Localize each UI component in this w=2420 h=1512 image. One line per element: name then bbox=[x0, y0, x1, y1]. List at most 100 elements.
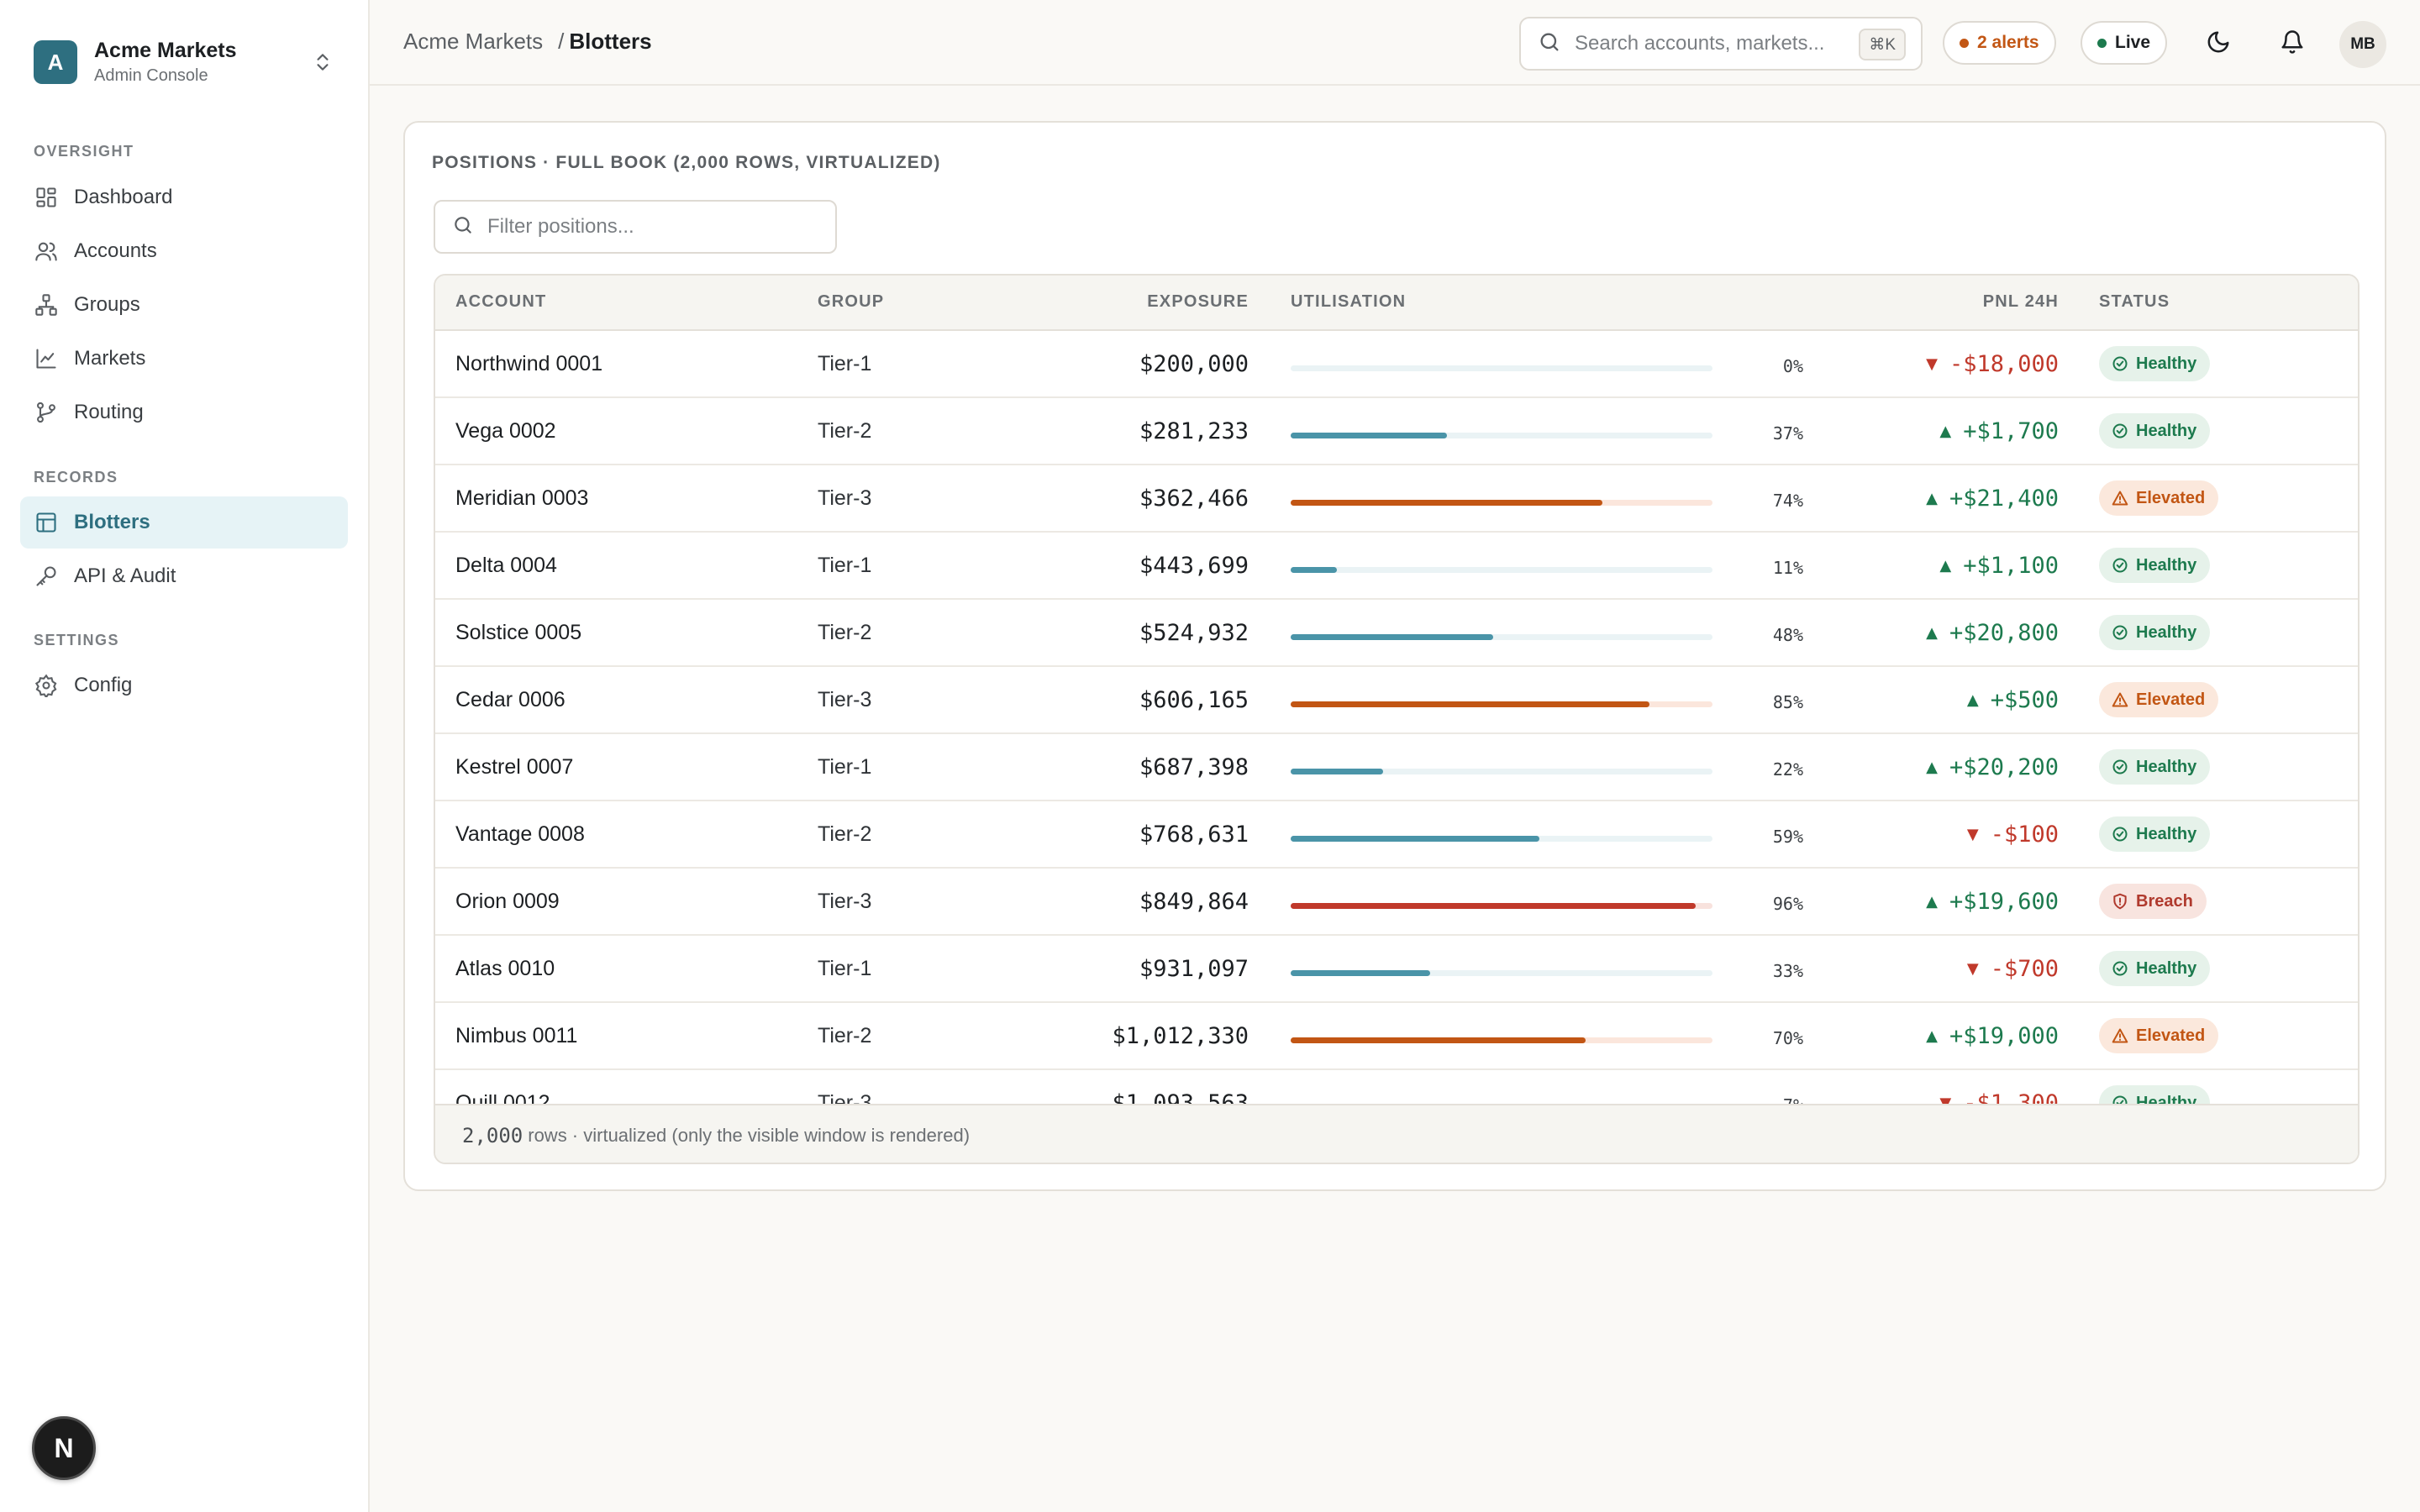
account-cell[interactable]: Meridian 0003 bbox=[455, 486, 589, 510]
sidebar-item-blotters[interactable]: Blotters bbox=[20, 496, 348, 549]
global-search-input[interactable]: Search accounts, markets... ⌘K bbox=[1519, 17, 1923, 71]
column-header-utilisation[interactable]: UTILISATION bbox=[1291, 292, 1407, 311]
row-count: 2,000 bbox=[462, 1124, 523, 1147]
table-row[interactable]: Meridian 0003 Tier-3 $362,466 74% ▲ +$21,400 E… bbox=[435, 465, 2358, 533]
footer-note: rows · virtualized (only the visible win… bbox=[528, 1125, 971, 1146]
exposure-cell: $768,631 bbox=[1139, 821, 1249, 848]
utilisation-bar-fill bbox=[1291, 567, 1338, 573]
notifications-button[interactable] bbox=[2272, 24, 2312, 64]
search-shortcut-hint: ⌘K bbox=[1859, 29, 1906, 60]
pnl-value: +$19,600 bbox=[1949, 888, 2059, 915]
status-cell: Elevated bbox=[2099, 667, 2219, 732]
group-cell: Tier-2 bbox=[818, 620, 872, 644]
workspace-switcher[interactable]: A Acme Markets Admin Console bbox=[34, 39, 336, 86]
search-placeholder: Search accounts, markets... bbox=[1575, 32, 1825, 55]
account-cell[interactable]: Vega 0002 bbox=[455, 418, 556, 443]
utilisation-percent: 37% bbox=[1772, 423, 1803, 444]
table-row[interactable]: Quill 0012 Tier-3 $1,093,563 7% ▼ -$1,300 Heal… bbox=[435, 1070, 2358, 1104]
table-footer: 2,000 rows · virtualized (only the visib… bbox=[435, 1104, 2358, 1163]
status-badge: Breach bbox=[2099, 884, 2207, 919]
status-badge: Healthy bbox=[2099, 816, 2211, 852]
table-row[interactable]: Delta 0004 Tier-1 $443,699 11% ▲ +$1,100 Healt… bbox=[435, 533, 2358, 600]
utilisation-bar bbox=[1291, 836, 1712, 842]
account-cell[interactable]: Cedar 0006 bbox=[455, 687, 566, 711]
pnl-value: +$20,800 bbox=[1949, 619, 2059, 646]
table-row[interactable]: Cedar 0006 Tier-3 $606,165 85% ▲ +$500 Elevate… bbox=[435, 667, 2358, 734]
status-cell: Elevated bbox=[2099, 465, 2219, 531]
exposure-cell: $200,000 bbox=[1139, 350, 1249, 377]
column-header-exposure[interactable]: EXPOSURE bbox=[1147, 292, 1249, 311]
utilisation-bar bbox=[1291, 634, 1712, 640]
status-badge: Healthy bbox=[2099, 1085, 2211, 1104]
table-row[interactable]: Solstice 0005 Tier-2 $524,932 48% ▲ +$20,800 H… bbox=[435, 600, 2358, 667]
status-cell: Healthy bbox=[2099, 398, 2211, 464]
table-row[interactable]: Northwind 0001 Tier-1 $200,000 0% ▼ -$18,000 H… bbox=[435, 331, 2358, 398]
sidebar-item-config[interactable]: Config bbox=[20, 659, 348, 711]
utilisation-percent: 70% bbox=[1772, 1028, 1803, 1048]
account-cell[interactable]: Northwind 0001 bbox=[455, 351, 603, 375]
sidebar-item-api-audit[interactable]: API & Audit bbox=[20, 550, 348, 602]
git-branch-icon bbox=[34, 400, 59, 425]
warning-triangle-icon bbox=[2111, 1026, 2129, 1045]
table-row[interactable]: Kestrel 0007 Tier-1 $687,398 22% ▲ +$20,200 He… bbox=[435, 734, 2358, 801]
status-label: Healthy bbox=[2136, 757, 2197, 776]
group-cell: Tier-3 bbox=[818, 687, 872, 711]
arrow-up-icon: ▲ bbox=[1926, 1026, 1938, 1045]
arrow-down-icon: ▼ bbox=[1926, 354, 1938, 373]
table-row[interactable]: Orion 0009 Tier-3 $849,864 96% ▲ +$19,600 Brea… bbox=[435, 869, 2358, 936]
table-row[interactable]: Nimbus 0011 Tier-2 $1,012,330 70% ▲ +$19,000 E… bbox=[435, 1003, 2358, 1070]
sidebar-item-markets[interactable]: Markets bbox=[20, 333, 348, 385]
alerts-label: 2 alerts bbox=[1977, 33, 2039, 52]
column-header-status[interactable]: STATUS bbox=[2099, 292, 2170, 311]
column-header-group[interactable]: GROUP bbox=[818, 292, 885, 311]
live-status-pill[interactable]: Live bbox=[2081, 21, 2168, 65]
account-cell[interactable]: Atlas 0010 bbox=[455, 956, 555, 980]
account-cell[interactable]: Vantage 0008 bbox=[455, 822, 585, 846]
utilisation-bar bbox=[1291, 567, 1712, 573]
column-header-account[interactable]: ACCOUNT bbox=[455, 292, 547, 311]
exposure-cell: $931,097 bbox=[1139, 955, 1249, 982]
theme-toggle-button[interactable] bbox=[2198, 24, 2238, 64]
table-row[interactable]: Atlas 0010 Tier-1 $931,097 33% ▼ -$700 Healthy bbox=[435, 936, 2358, 1003]
status-badge: Elevated bbox=[2099, 1018, 2219, 1053]
account-cell[interactable]: Orion 0009 bbox=[455, 889, 560, 913]
sidebar-item-groups[interactable]: Groups bbox=[20, 279, 348, 331]
utilisation-cell: 85% bbox=[1291, 667, 1803, 732]
arrow-up-icon: ▲ bbox=[1926, 892, 1938, 911]
pnl-cell: ▲ +$20,800 bbox=[1926, 600, 2059, 665]
status-cell: Healthy bbox=[2099, 600, 2211, 665]
group-cell: Tier-2 bbox=[818, 418, 872, 443]
check-circle-icon bbox=[2111, 422, 2129, 440]
account-cell[interactable]: Kestrel 0007 bbox=[455, 754, 574, 779]
live-dot bbox=[2097, 38, 2107, 48]
table-body[interactable]: Northwind 0001 Tier-1 $200,000 0% ▼ -$18,000 H… bbox=[435, 331, 2358, 1104]
chevron-up-down-icon[interactable] bbox=[309, 49, 336, 76]
utilisation-cell: 74% bbox=[1291, 465, 1803, 531]
filter-positions-input[interactable]: Filter positions... bbox=[434, 200, 837, 254]
dev-tools-button[interactable]: N bbox=[32, 1416, 96, 1480]
breadcrumb: Acme Markets / Blotters bbox=[403, 29, 652, 55]
brand-logo: A bbox=[34, 40, 77, 84]
sidebar-item-accounts[interactable]: Accounts bbox=[20, 225, 348, 277]
brand-name: Acme Markets bbox=[94, 39, 237, 62]
status-cell: Healthy bbox=[2099, 533, 2211, 598]
pnl-cell: ▲ +$20,200 bbox=[1926, 734, 2059, 800]
sidebar-item-routing[interactable]: Routing bbox=[20, 386, 348, 438]
sidebar-item-dashboard[interactable]: Dashboard bbox=[20, 171, 348, 223]
sidebar-item-label: Blotters bbox=[74, 511, 150, 533]
utilisation-bar-fill bbox=[1291, 903, 1696, 909]
exposure-cell: $281,233 bbox=[1139, 417, 1249, 444]
table-row[interactable]: Vega 0002 Tier-2 $281,233 37% ▲ +$1,700 Health… bbox=[435, 398, 2358, 465]
column-header-pnl[interactable]: PNL 24H bbox=[1982, 292, 2059, 311]
account-cell[interactable]: Solstice 0005 bbox=[455, 620, 582, 644]
account-cell[interactable]: Delta 0004 bbox=[455, 553, 557, 577]
table-row[interactable]: Vantage 0008 Tier-2 $768,631 59% ▼ -$100 Healt… bbox=[435, 801, 2358, 869]
account-cell[interactable]: Nimbus 0011 bbox=[455, 1023, 578, 1047]
top-bar: Acme Markets / Blotters Search accounts,… bbox=[370, 0, 2420, 86]
utilisation-cell: 33% bbox=[1291, 936, 1803, 1001]
search-icon bbox=[1538, 30, 1561, 58]
account-cell[interactable]: Quill 0012 bbox=[455, 1090, 550, 1105]
user-avatar[interactable]: MB bbox=[2339, 21, 2386, 68]
breadcrumb-parent[interactable]: Acme Markets bbox=[403, 29, 544, 54]
alerts-badge-button[interactable]: 2 alerts bbox=[1943, 21, 2056, 65]
